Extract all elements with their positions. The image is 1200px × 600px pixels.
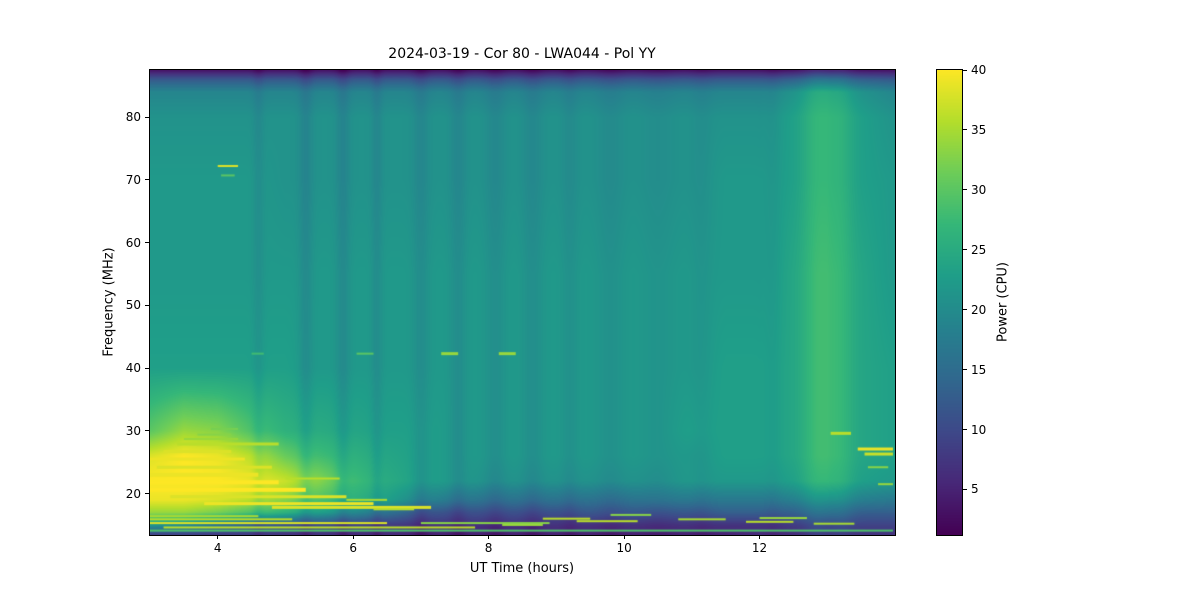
- colorbar-tick: [963, 488, 967, 490]
- colorbar-canvas: [937, 70, 962, 535]
- x-tick-label: 10: [616, 541, 632, 555]
- colorbar-tick-label: 40: [971, 63, 987, 77]
- x-tick: [352, 535, 354, 539]
- plot-area: [149, 69, 896, 536]
- y-tick-label: 50: [125, 298, 141, 313]
- colorbar-tick-label: 5: [971, 482, 979, 497]
- y-tick: [145, 493, 149, 495]
- y-tick: [145, 179, 149, 181]
- x-tick-label: 6: [349, 541, 357, 555]
- colorbar-tick-label: 10: [971, 422, 987, 437]
- y-tick: [145, 430, 149, 432]
- colorbar-tick-label: 15: [971, 362, 987, 377]
- y-tick-label: 70: [125, 172, 141, 187]
- y-tick-label: 60: [125, 235, 141, 250]
- x-axis-label: UT Time (hours): [469, 561, 575, 576]
- colorbar-tick: [963, 189, 967, 191]
- y-tick-label: 40: [125, 361, 141, 376]
- colorbar-tick: [963, 369, 967, 371]
- colorbar-tick: [963, 249, 967, 251]
- y-tick: [145, 116, 149, 118]
- y-tick-label: 20: [125, 486, 141, 501]
- colorbar-tick: [963, 429, 967, 431]
- y-tick: [145, 304, 149, 306]
- x-tick: [623, 535, 625, 539]
- y-tick: [145, 367, 149, 369]
- colorbar-tick-label: 25: [971, 242, 987, 257]
- colorbar-tick: [963, 69, 967, 71]
- chart-title: 2024-03-19 - Cor 80 - LWA044 - Pol YY: [388, 46, 656, 62]
- y-tick-label: 30: [125, 423, 141, 438]
- x-tick: [488, 535, 490, 539]
- colorbar-tick-label: 35: [971, 122, 987, 137]
- colorbar-tick-label: 30: [971, 182, 987, 197]
- y-tick-label: 80: [125, 110, 141, 125]
- colorbar-tick: [963, 129, 967, 131]
- colorbar: [936, 69, 963, 536]
- x-tick-label: 4: [213, 541, 222, 555]
- colorbar-label: Power (CPU): [995, 261, 1011, 343]
- x-tick-label: 12: [751, 541, 768, 555]
- spectrogram-canvas: [150, 70, 895, 535]
- y-tick: [145, 242, 149, 244]
- x-tick-label: 8: [484, 541, 493, 555]
- colorbar-tick: [963, 309, 967, 311]
- x-tick: [217, 535, 219, 539]
- x-tick: [759, 535, 761, 539]
- colorbar-tick-label: 20: [971, 302, 987, 317]
